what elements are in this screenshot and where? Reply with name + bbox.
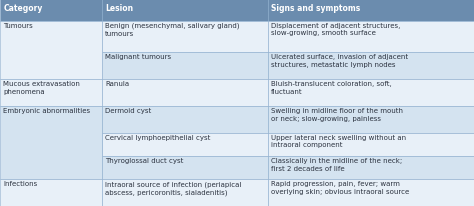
Bar — [102, 106, 268, 133]
Bar — [0, 0, 102, 22]
Text: Intraoral source of infection (periapical
abscess, pericoronitis, sialadenitis): Intraoral source of infection (periapica… — [105, 181, 242, 195]
Text: Tumours: Tumours — [3, 23, 33, 29]
Bar — [102, 53, 268, 80]
Text: Rapid progression, pain, fever; warm
overlying skin; obvious intraoral source: Rapid progression, pain, fever; warm ove… — [271, 181, 410, 194]
Bar — [102, 179, 268, 206]
Bar — [102, 156, 268, 179]
Text: Dermoid cyst: Dermoid cyst — [105, 108, 152, 114]
Text: Ranula: Ranula — [105, 81, 129, 87]
Text: Bluish-translucent coloration, soft,
fluctuant: Bluish-translucent coloration, soft, flu… — [271, 81, 392, 94]
Bar — [102, 22, 268, 53]
Bar — [268, 179, 474, 206]
Text: Thyroglossal duct cyst: Thyroglossal duct cyst — [105, 157, 183, 163]
Bar — [0, 179, 102, 206]
Bar — [0, 106, 102, 179]
Text: Ulcerated surface, invasion of adjacent
structures, metastatic lymph nodes: Ulcerated surface, invasion of adjacent … — [271, 54, 408, 68]
Bar — [102, 133, 268, 156]
Text: Upper lateral neck swelling without an
intraoral component: Upper lateral neck swelling without an i… — [271, 134, 406, 148]
Bar — [268, 53, 474, 80]
Text: Classically in the midline of the neck;
first 2 decades of life: Classically in the midline of the neck; … — [271, 157, 402, 171]
Text: Infections: Infections — [3, 181, 37, 187]
Text: Embryonic abnormalities: Embryonic abnormalities — [3, 108, 91, 114]
Bar — [102, 0, 268, 22]
Text: Swelling in midline floor of the mouth
or neck; slow-growing, painless: Swelling in midline floor of the mouth o… — [271, 108, 403, 121]
Text: Cervical lymphoepithelial cyst: Cervical lymphoepithelial cyst — [105, 134, 210, 140]
Bar — [268, 0, 474, 22]
Bar — [102, 80, 268, 106]
Text: Category: Category — [3, 4, 43, 13]
Text: Mucous extravasation
phenomena: Mucous extravasation phenomena — [3, 81, 80, 94]
Bar — [268, 80, 474, 106]
Text: Benign (mesenchymal, salivary gland)
tumours: Benign (mesenchymal, salivary gland) tum… — [105, 23, 240, 37]
Text: Signs and symptoms: Signs and symptoms — [271, 4, 360, 13]
Text: Lesion: Lesion — [105, 4, 133, 13]
Bar — [0, 80, 102, 106]
Text: Malignant tumours: Malignant tumours — [105, 54, 172, 60]
Bar — [0, 22, 102, 80]
Bar — [268, 106, 474, 133]
Text: Displacement of adjacent structures,
slow-growing, smooth surface: Displacement of adjacent structures, slo… — [271, 23, 401, 36]
Bar — [268, 156, 474, 179]
Bar — [268, 133, 474, 156]
Bar — [268, 22, 474, 53]
